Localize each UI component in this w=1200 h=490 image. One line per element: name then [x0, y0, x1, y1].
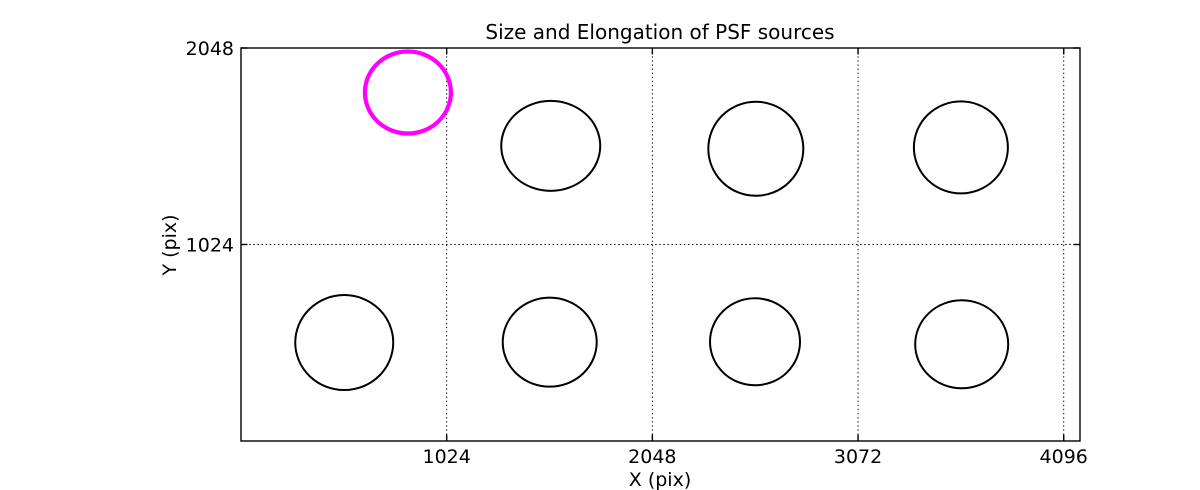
y-axis-label: Y (pix) [159, 214, 181, 276]
psf-source [501, 296, 598, 388]
x-tick-label: 4096 [1040, 446, 1088, 468]
chart-title: Size and Elongation of PSF sources [485, 20, 834, 44]
x-tick-label: 3072 [834, 446, 882, 468]
psf-source [707, 100, 805, 197]
x-tick-label: 1024 [423, 446, 471, 468]
sources-layer [294, 49, 1010, 392]
x-tick-label: 2048 [628, 446, 676, 468]
psf-source [912, 100, 1009, 195]
psf-source-highlighted [362, 49, 454, 136]
y-tick-label: 2048 [186, 38, 234, 60]
x-axis-label: X (pix) [629, 469, 691, 490]
psf-source [500, 99, 602, 192]
ticks-layer [241, 47, 1080, 441]
psf-source [914, 299, 1010, 390]
tick-labels-layer: 1024 2048 3072 4096 1024 2048 [186, 38, 1088, 468]
psf-source [294, 294, 395, 392]
y-tick-label: 1024 [186, 235, 234, 257]
psf-source [709, 297, 802, 387]
